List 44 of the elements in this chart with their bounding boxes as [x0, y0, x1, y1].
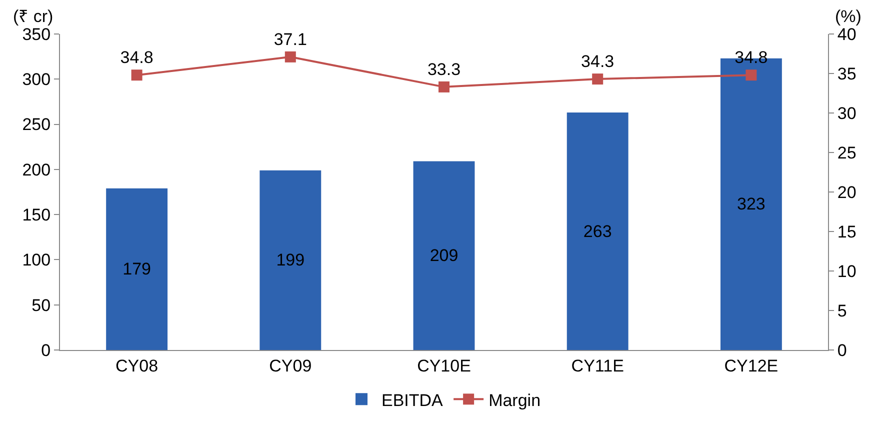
data-label: 179 [122, 260, 151, 279]
x-tick-label: CY12E [724, 356, 778, 376]
y-tick-label: 0 [41, 340, 51, 360]
data-label: 323 [737, 194, 766, 214]
x-tick-label: CY11E [571, 356, 624, 376]
legend-label: Margin [488, 390, 541, 410]
point [746, 70, 757, 81]
y2-tick-label: 5 [837, 301, 847, 320]
y-tick-label: 350 [22, 24, 51, 44]
bar [106, 188, 168, 350]
data-label: 34.8 [120, 48, 154, 67]
bar [566, 112, 628, 350]
y2-tick-label: 40 [837, 24, 856, 44]
y2-tick-label: 30 [837, 104, 856, 123]
y-tick-label: 100 [22, 250, 51, 270]
x-tick-label: CY10E [417, 356, 471, 376]
y2-tick-label: 35 [837, 64, 856, 84]
point [131, 70, 142, 81]
data-label: 33.3 [427, 60, 461, 79]
y2-tick-label: 15 [837, 222, 856, 242]
point [592, 74, 604, 85]
y2-tick-label: 0 [837, 340, 847, 360]
point [284, 51, 296, 62]
data-label: 263 [583, 222, 612, 241]
y2-axis-title: (%) [835, 7, 862, 26]
y-tick-label: 150 [22, 206, 51, 225]
y2-tick-label: 25 [837, 143, 856, 162]
x-tick-label: CY08 [116, 356, 158, 376]
data-label: 34.3 [581, 52, 614, 71]
y-tick-label: 200 [22, 160, 51, 180]
y2-tick-label: 20 [837, 182, 856, 202]
data-label: 199 [276, 250, 305, 270]
y2-tick-label: 10 [837, 262, 856, 281]
data-label: 37.1 [274, 30, 307, 49]
legend-label: EBITDA [382, 390, 444, 410]
y-tick-label: 250 [22, 115, 51, 134]
y-tick-label: 50 [32, 296, 51, 315]
y-axis-title: (₹ cr) [13, 7, 54, 26]
x-tick-label: CY09 [269, 356, 312, 376]
y-tick-label: 300 [22, 70, 51, 90]
bar [413, 161, 475, 350]
bar [260, 170, 322, 350]
point [438, 81, 450, 92]
data-label: 209 [430, 246, 458, 266]
